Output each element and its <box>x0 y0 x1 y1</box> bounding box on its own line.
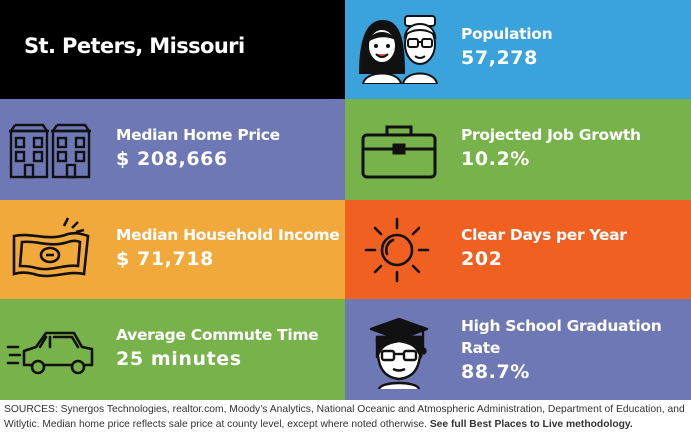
clear-days-tile: Clear Days per Year 202 <box>345 200 691 299</box>
graduate-icon <box>369 317 429 389</box>
clear-days-label: Clear Days per Year <box>461 226 627 244</box>
job-growth-label: Projected Job Growth <box>461 126 641 144</box>
income-value: $ 71,718 <box>116 248 214 270</box>
commute-tile: Average Commute Time 25 minutes <box>0 299 345 400</box>
sun-icon <box>364 217 430 283</box>
population-tile: Population 57,278 <box>345 0 691 99</box>
sources-note: SOURCES: Synergos Technologies, realtor.… <box>4 402 687 432</box>
income-tile: Median Household Income $ 71,718 <box>0 200 345 299</box>
stats-grid: St. Peters, Missouri Population 57,278 <box>0 0 691 400</box>
job-growth-value: 10.2% <box>461 148 530 170</box>
home-price-tile: Median Home Price $ 208,666 <box>0 99 345 200</box>
home-price-label: Median Home Price <box>116 126 280 144</box>
graduation-label-line1: High School Graduation <box>461 317 662 335</box>
houses-icon <box>9 123 91 179</box>
money-icon <box>12 217 90 278</box>
graduation-value: 88.7% <box>461 361 530 383</box>
population-label: Population <box>461 25 553 43</box>
briefcase-icon <box>361 125 437 179</box>
commute-value: 25 minutes <box>116 348 242 370</box>
car-icon <box>6 331 94 375</box>
clear-days-value: 202 <box>461 248 503 270</box>
home-price-value: $ 208,666 <box>116 148 228 170</box>
people-icon <box>359 15 439 84</box>
methodology-link[interactable]: See full Best Places to Live methodology… <box>429 419 633 430</box>
sources-text: SOURCES: Synergos Technologies, realtor.… <box>4 404 685 430</box>
population-value: 57,278 <box>461 47 538 69</box>
graduation-label-line2: Rate <box>461 339 501 357</box>
graduation-tile: High School Graduation Rate 88.7% <box>345 299 691 400</box>
commute-label: Average Commute Time <box>116 326 319 344</box>
job-growth-tile: Projected Job Growth 10.2% <box>345 99 691 200</box>
page-title: St. Peters, Missouri <box>24 34 245 58</box>
title-tile: St. Peters, Missouri <box>0 0 345 99</box>
income-label: Median Household Income <box>116 226 340 244</box>
